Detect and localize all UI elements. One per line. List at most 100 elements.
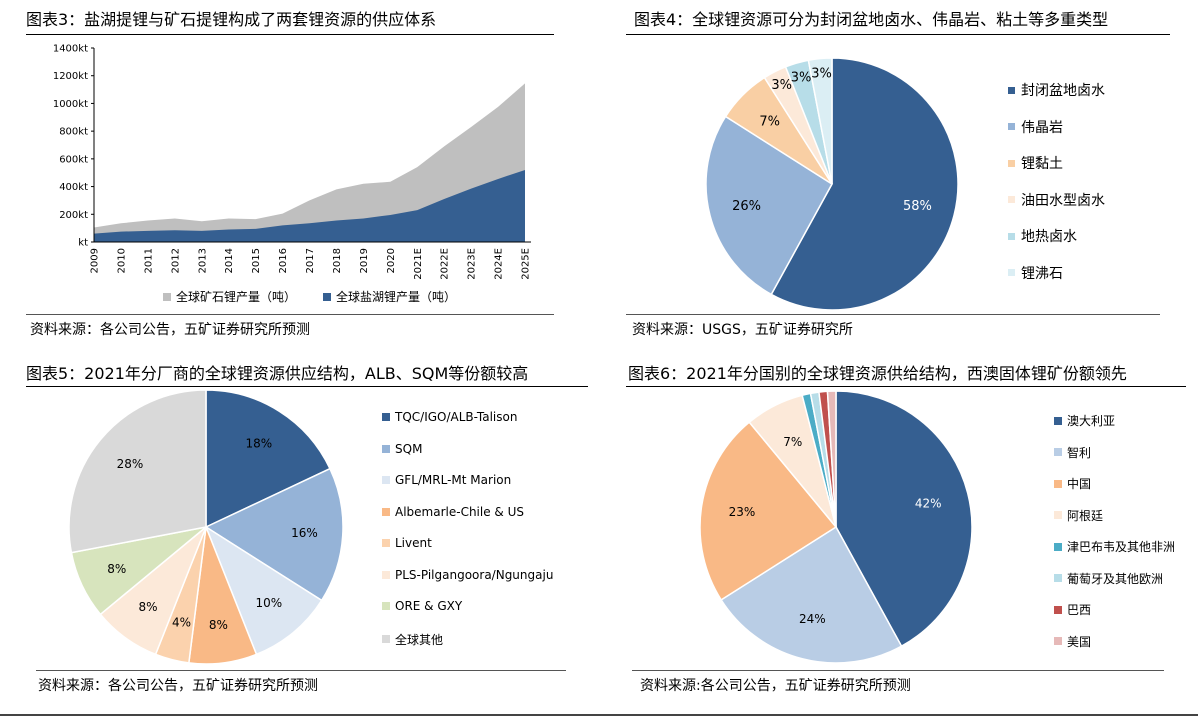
chart5-title: 图表5：2021年分厂商的全球锂资源供应结构，ALB、SQM等份额较高 [26,364,529,383]
y-tick-label: 1400kt [53,44,88,55]
x-tick-label: 2021E [413,248,424,280]
chart3-legend: 全球矿石锂产量（吨） 全球盐湖锂产量（吨） [163,288,493,306]
legend-item: 中国 [1054,475,1091,492]
pie-slice [205,389,331,529]
x-tick-label: 2012 [170,248,181,273]
pie-data-label: 16% [291,526,318,540]
pie-slice [807,57,833,185]
chart4-pie-chart: 58%26%7%3%3% 3% [705,57,959,311]
legend-label: 全球矿石锂产量（吨） [176,290,297,304]
legend-item: 葡萄牙及其他欧洲 [1054,570,1163,587]
chart5-pie-chart: 18% 16% 10% 8% 4% 8% 8% 28% [68,389,344,665]
legend-swatch [1054,448,1062,456]
legend-item: 伟晶岩 [1008,117,1063,137]
legend-label: 美国 [1067,634,1092,649]
chart3-title-rule [26,34,554,35]
pie-data-label: 3% [791,71,812,86]
pie-data-label: 42% [915,496,942,510]
legend-swatch [163,292,171,301]
legend-item: GFL/MRL-Mt Marion [382,473,511,487]
legend-swatch [382,476,390,484]
legend-swatch [1008,269,1015,276]
legend-label: 智利 [1067,445,1092,460]
pie-slice [68,389,207,554]
chart4-title-rule [626,34,1170,35]
legend-label: 葡萄牙及其他欧洲 [1067,571,1164,586]
chart3-title: 图表3：盐湖提锂与矿石提锂构成了两套锂资源的供应体系 [26,10,437,29]
legend-swatch [382,635,390,643]
legend-swatch [1054,605,1062,614]
y-tick-label: 400kt [59,182,88,193]
legend-swatch [1008,159,1015,167]
x-tick-label: 2020 [386,248,397,273]
legend-item: ORE & GXY [382,599,462,613]
legend-item: SQM [382,442,422,456]
pie-slice [705,115,833,296]
legend-swatch [382,507,390,516]
chart6-title-rule [626,386,1186,387]
pie-data-label: 3% [771,78,792,93]
legend-label: 油田水型卤水 [1021,192,1105,209]
legend-label: Livent [395,536,432,550]
legend-item: TQC/IGO/ALB-Talison [382,410,517,424]
legend-item: 巴西 [1054,601,1091,618]
legend-label: TQC/IGO/ALB-Talison [395,410,518,424]
pie-slice [835,390,973,648]
legend-label: 澳大利亚 [1067,414,1116,428]
legend-swatch [1008,123,1015,130]
area-series-ore [94,83,525,242]
x-tick-label: 2013 [197,248,208,273]
pie-data-label: 4% [172,616,191,630]
x-tick-label: 2017 [305,248,316,273]
pie-slice [699,421,838,601]
legend-item: 油田水型卤水 [1008,190,1105,210]
x-tick-label: 2018 [332,248,343,273]
legend-label: ORE & GXY [395,599,463,613]
legend-item: 地热卤水 [1008,226,1077,246]
pie-data-label: 58% [903,199,932,214]
legend-swatch [1054,542,1062,551]
legend-swatch [1054,479,1062,488]
pie-data-label: 7% [783,435,802,449]
x-tick-label: 2014 [224,248,235,273]
legend-swatch [323,292,331,301]
chart6-legend: 澳大利亚智利中国阿根廷津巴布韦及其他非洲 葡萄牙及其他欧洲 巴西美国 [1054,412,1194,652]
chart4-source: 资料来源：USGS，五矿证券研究所 [632,322,853,338]
legend-item: Albemarle-Chile & US [382,505,524,519]
legend-swatch [382,413,390,421]
legend-swatch [1054,416,1062,425]
legend-swatch [382,602,390,610]
pie-data-label: 23% [729,505,756,519]
legend-label: Albemarle-Chile & US [395,504,524,519]
legend-item-ore: 全球矿石锂产量（吨） [163,288,296,305]
legend-label: SQM [395,441,423,456]
legend-label: 地热卤水 [1021,229,1077,245]
legend-item: 智利 [1054,444,1091,461]
chart3-source: 资料来源：各公司公告，五矿证券研究所预测 [30,322,310,338]
pie-data-label: 8% [138,600,157,614]
legend-label: 巴西 [1067,603,1092,617]
legend-item: 封闭盆地卤水 [1008,80,1105,100]
legend-item-brine: 全球盐湖锂产量（吨） [323,288,456,305]
page-bottom-rule [0,714,1198,716]
legend-label: 阿根廷 [1067,508,1104,523]
x-tick-label: 2025E [521,248,532,280]
legend-label: 津巴布韦及其他非洲 [1067,540,1176,554]
legend-item: 澳大利亚 [1054,412,1115,429]
legend-label: 中国 [1067,477,1092,491]
legend-item: 锂沸石 [1008,263,1063,283]
pie-data-label: 8% [209,618,228,632]
legend-item: 津巴布韦及其他非洲 [1054,538,1175,555]
chart6-title: 图表6：2021年分国别的全球锂资源供给结构，西澳固体锂矿份额领先 [628,364,1127,383]
legend-label: PLS-Pilgangoora/Ngungaju [395,567,554,582]
chart5-title-rule [26,386,588,387]
pie-data-label: 10% [256,596,283,610]
x-tick-label: 2009 [90,248,101,273]
pie-slice [826,390,837,528]
y-tick-label: 800kt [59,127,88,138]
x-tick-label: 2010 [116,248,127,273]
area-series-brine [94,169,525,242]
legend-item: 锂黏土 [1008,153,1063,173]
x-tick-label: 2022E [440,248,451,280]
chart5-source-rule [36,670,566,671]
